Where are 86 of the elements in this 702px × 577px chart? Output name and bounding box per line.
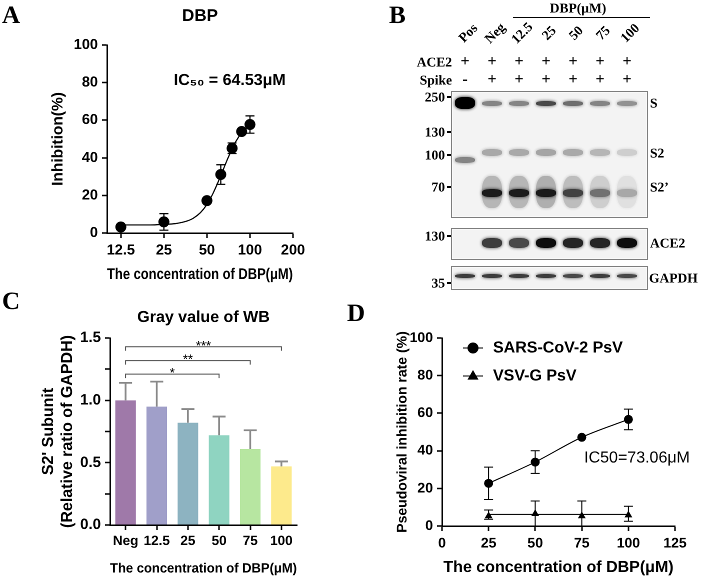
y-tick-label: 40 bbox=[82, 150, 98, 166]
text: DBP(μM) bbox=[550, 0, 606, 16]
text: A bbox=[2, 2, 20, 29]
category-label: ACE2 bbox=[416, 54, 452, 70]
x-tick-label: 12.5 bbox=[144, 532, 170, 548]
text: 250 bbox=[424, 89, 445, 104]
text: + bbox=[514, 53, 524, 70]
text: 35 bbox=[432, 275, 445, 290]
text: + bbox=[622, 53, 632, 70]
y-tick-label: 40 bbox=[417, 442, 434, 458]
y-axis-title: Pseudoviral inhibition rate (%) bbox=[393, 331, 410, 533]
y-tick-label: 20 bbox=[82, 187, 98, 204]
category-label: Spike bbox=[420, 72, 452, 88]
x-tick-label: 100 bbox=[616, 534, 640, 550]
text: + bbox=[568, 53, 578, 70]
text: - bbox=[462, 71, 468, 88]
y-tick-label: 80 bbox=[82, 74, 98, 91]
text: + bbox=[595, 53, 605, 70]
chart-title: Gray value of WB bbox=[137, 309, 270, 326]
text: S2 bbox=[650, 145, 664, 160]
category-label: 25 bbox=[538, 22, 559, 43]
annotation: IC50=73.06μM bbox=[584, 450, 690, 467]
text: + bbox=[622, 71, 632, 88]
category-label: Pos bbox=[455, 20, 480, 46]
y-tick-label: 100 bbox=[74, 37, 98, 53]
y-tick-label: 80 bbox=[417, 366, 434, 382]
x-tick-label: 25 bbox=[480, 534, 497, 550]
text: + bbox=[595, 71, 605, 88]
y-axis-title: Inhibition(%) bbox=[50, 92, 67, 186]
y-tick-label: 100 bbox=[410, 328, 434, 345]
chart-title: DBP bbox=[182, 6, 218, 25]
legend-label: VSV-G PsV bbox=[493, 367, 577, 384]
x-tick-label: 50 bbox=[212, 532, 227, 548]
y-axis-title: S2' Subunit (Relative ratio of GAPDH) bbox=[40, 335, 76, 528]
x-axis-title: The concentration of DBP(μM) bbox=[443, 558, 674, 576]
category-label: 50 bbox=[566, 22, 586, 43]
x-tick-label: 0 bbox=[438, 534, 446, 550]
x-tick-label: 75 bbox=[574, 534, 590, 550]
category-label: Neg bbox=[482, 20, 508, 46]
text: + bbox=[460, 53, 470, 70]
annotation: ** bbox=[182, 352, 193, 367]
y-tick-label: 60 bbox=[417, 404, 434, 420]
x-axis-title: The concentration of DBP(μM) bbox=[110, 560, 298, 576]
x-tick-label: 100 bbox=[238, 242, 262, 259]
text: 130 bbox=[424, 228, 445, 244]
annotation: IC₅₀ = 64.53μM bbox=[174, 72, 286, 90]
y-tick-label: 20 bbox=[417, 479, 434, 496]
text: 70 bbox=[432, 179, 445, 194]
x-tick-label: 50 bbox=[527, 534, 544, 550]
y-tick-label: 0 bbox=[425, 516, 434, 533]
text: + bbox=[541, 53, 551, 70]
x-tick-label: Neg bbox=[112, 532, 138, 548]
x-tick-label: 12.5 bbox=[106, 242, 135, 259]
category-label: 75 bbox=[592, 22, 613, 43]
x-tick-label: 75 bbox=[242, 532, 258, 548]
y-tick-label: 1.5 bbox=[80, 329, 101, 346]
x-tick-label: 200 bbox=[280, 242, 306, 259]
text: ACE2 bbox=[650, 235, 686, 250]
category-label: 12.5 bbox=[508, 19, 536, 46]
x-tick-label: 125 bbox=[663, 534, 687, 550]
text: C bbox=[2, 288, 20, 315]
text: + bbox=[514, 71, 524, 88]
x-tick-label: 50 bbox=[198, 242, 215, 259]
text: D bbox=[347, 300, 366, 327]
text: 130 bbox=[424, 124, 445, 140]
y-tick-label: 1.0 bbox=[80, 391, 101, 408]
y-tick-label: 0 bbox=[90, 225, 98, 241]
annotation: *** bbox=[196, 338, 212, 353]
text: + bbox=[487, 53, 497, 70]
category-label: 100 bbox=[617, 20, 642, 46]
y-tick-label: 60 bbox=[82, 112, 98, 128]
x-tick-label: 25 bbox=[180, 532, 196, 548]
y-tick-label: 0.0 bbox=[80, 516, 101, 534]
text: S bbox=[650, 95, 658, 110]
text: + bbox=[568, 71, 578, 88]
legend-label: SARS-CoV-2 PsV bbox=[493, 339, 624, 356]
text: + bbox=[541, 71, 551, 88]
text: GAPDH bbox=[649, 270, 698, 286]
x-axis-title: The concentration of DBP(μM) bbox=[107, 266, 294, 284]
y-tick-label: 0.5 bbox=[80, 454, 101, 471]
text: S2’ bbox=[650, 179, 669, 194]
annotation: * bbox=[170, 365, 175, 380]
x-tick-label: 25 bbox=[156, 242, 172, 259]
text: + bbox=[487, 71, 497, 88]
text: B bbox=[389, 2, 406, 29]
x-tick-label: 100 bbox=[270, 532, 293, 548]
